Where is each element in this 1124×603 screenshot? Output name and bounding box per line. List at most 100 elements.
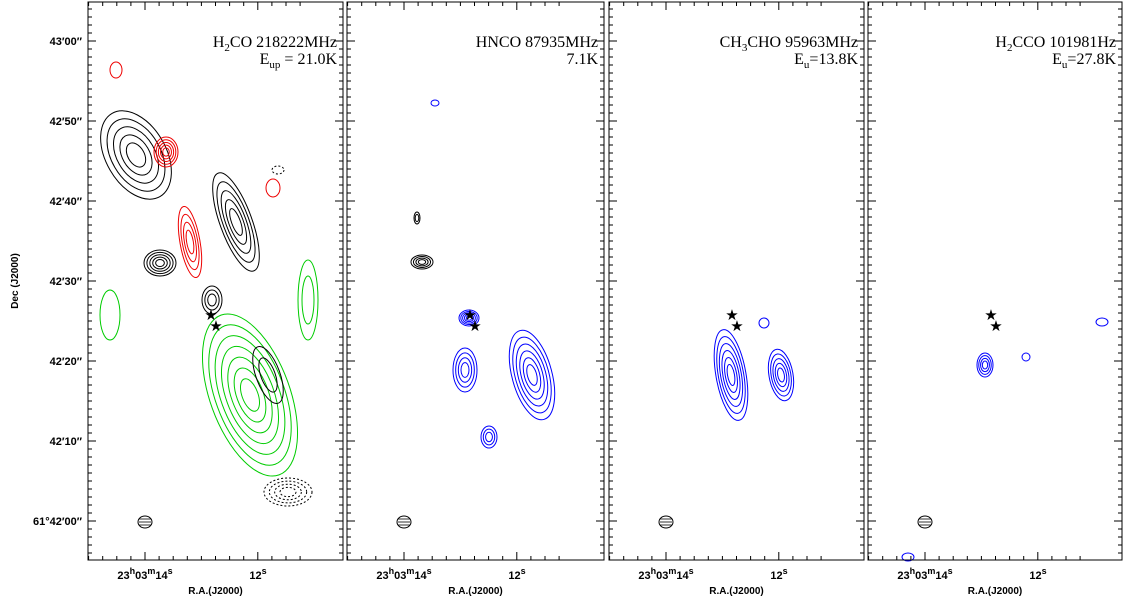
text-part: =13.8K xyxy=(809,51,858,68)
contour xyxy=(526,364,538,386)
contour xyxy=(1021,352,1031,362)
contour xyxy=(976,352,994,378)
contour xyxy=(220,345,280,445)
text-part: CH xyxy=(720,34,743,51)
subscript: u xyxy=(804,59,810,71)
text-part: 14 xyxy=(935,570,948,582)
contour xyxy=(214,335,286,455)
x-axis-title: R.A.(J2000) xyxy=(968,586,1022,597)
contour xyxy=(155,139,177,165)
contour xyxy=(146,251,174,275)
contour xyxy=(263,477,313,507)
superscript: s xyxy=(262,566,267,576)
source-star: ★ xyxy=(984,308,997,324)
subscript: 2 xyxy=(224,42,230,54)
contour xyxy=(252,346,284,404)
contour xyxy=(462,312,476,324)
y-tick-label: 42′30″ xyxy=(50,276,83,288)
superscript: h xyxy=(651,566,657,576)
contour xyxy=(1095,317,1109,327)
superscript: h xyxy=(389,566,395,576)
text-part: CCO 101981Hz xyxy=(1012,34,1116,51)
source-star: ★ xyxy=(989,319,1002,335)
contour xyxy=(485,431,493,443)
contour xyxy=(229,208,243,236)
y-tick-label: 42′10″ xyxy=(50,436,83,448)
superscript: m xyxy=(406,566,414,576)
contour xyxy=(980,357,990,373)
text-part: 23 xyxy=(117,570,129,582)
source-star: ★ xyxy=(468,319,481,335)
panel-subtitle: Eup = 21.0K xyxy=(260,51,338,71)
contour xyxy=(774,362,788,388)
contour xyxy=(724,357,738,393)
superscript: h xyxy=(910,566,916,576)
contour xyxy=(718,343,744,407)
superscript: m xyxy=(927,566,935,576)
contour xyxy=(508,329,556,421)
superscript: s xyxy=(521,566,526,576)
contour xyxy=(271,165,285,175)
x-tick-label: 12s xyxy=(508,566,525,582)
contour xyxy=(430,99,440,107)
contour xyxy=(412,256,432,268)
contour xyxy=(258,357,278,393)
text-part: HNCO 87935MHz xyxy=(476,34,598,51)
contour xyxy=(515,343,549,407)
superscript: s xyxy=(1042,566,1047,576)
x-tick-label: 12s xyxy=(249,566,266,582)
subscript: u xyxy=(1062,59,1068,71)
contour xyxy=(265,178,281,198)
contour xyxy=(460,362,470,378)
contour xyxy=(519,350,545,400)
contour xyxy=(112,126,160,184)
x-axis-title: R.A.(J2000) xyxy=(188,586,242,597)
panel-frame xyxy=(346,1,605,561)
x-tick-label: 23h03m14s xyxy=(897,566,952,582)
panel-title: CH3CHO 95963MHz xyxy=(720,34,858,54)
contour xyxy=(100,110,172,200)
contour xyxy=(239,378,261,412)
contour xyxy=(201,285,223,315)
contour xyxy=(125,142,147,168)
superscript: m xyxy=(147,566,155,576)
contour xyxy=(417,259,427,265)
subscript: 3 xyxy=(742,42,748,54)
contour xyxy=(227,356,273,434)
text-part: 14 xyxy=(414,570,427,582)
panel-title: H2CCO 101981Hz xyxy=(995,34,1116,54)
contour xyxy=(726,364,736,386)
contour xyxy=(981,360,989,370)
text-part: 12 xyxy=(770,570,782,582)
text-part: = 21.0K xyxy=(280,51,337,68)
contour xyxy=(162,147,170,157)
source-star: ★ xyxy=(725,308,738,324)
x-tick-label: 23h03m14s xyxy=(376,566,431,582)
contour xyxy=(149,254,171,272)
y-tick-label: 42′20″ xyxy=(50,356,83,368)
contour xyxy=(99,289,121,341)
contour xyxy=(455,352,475,388)
contour xyxy=(155,258,165,268)
superscript: s xyxy=(783,566,788,576)
contour xyxy=(301,275,315,325)
source-star: ★ xyxy=(209,319,222,335)
panel-subtitle: 7.1K xyxy=(566,51,598,68)
text-part: 03 xyxy=(135,570,147,582)
contour xyxy=(216,181,256,263)
contour xyxy=(721,350,741,400)
text-part: =27.8K xyxy=(1067,51,1116,68)
contour xyxy=(414,213,420,223)
text-part: CHO 95963MHz xyxy=(747,34,858,51)
panel-frame xyxy=(867,1,1123,561)
y-tick-label: 61°42′00″ xyxy=(33,516,83,528)
contour xyxy=(978,355,992,375)
contour xyxy=(777,367,785,383)
y-tick-label: 43′00″ xyxy=(50,36,83,48)
contour xyxy=(770,353,792,397)
contour xyxy=(767,348,795,402)
source-star: ★ xyxy=(463,308,476,324)
y-tick-label: 42′50″ xyxy=(50,116,83,128)
panel-subtitle: Eu=27.8K xyxy=(1052,51,1116,71)
